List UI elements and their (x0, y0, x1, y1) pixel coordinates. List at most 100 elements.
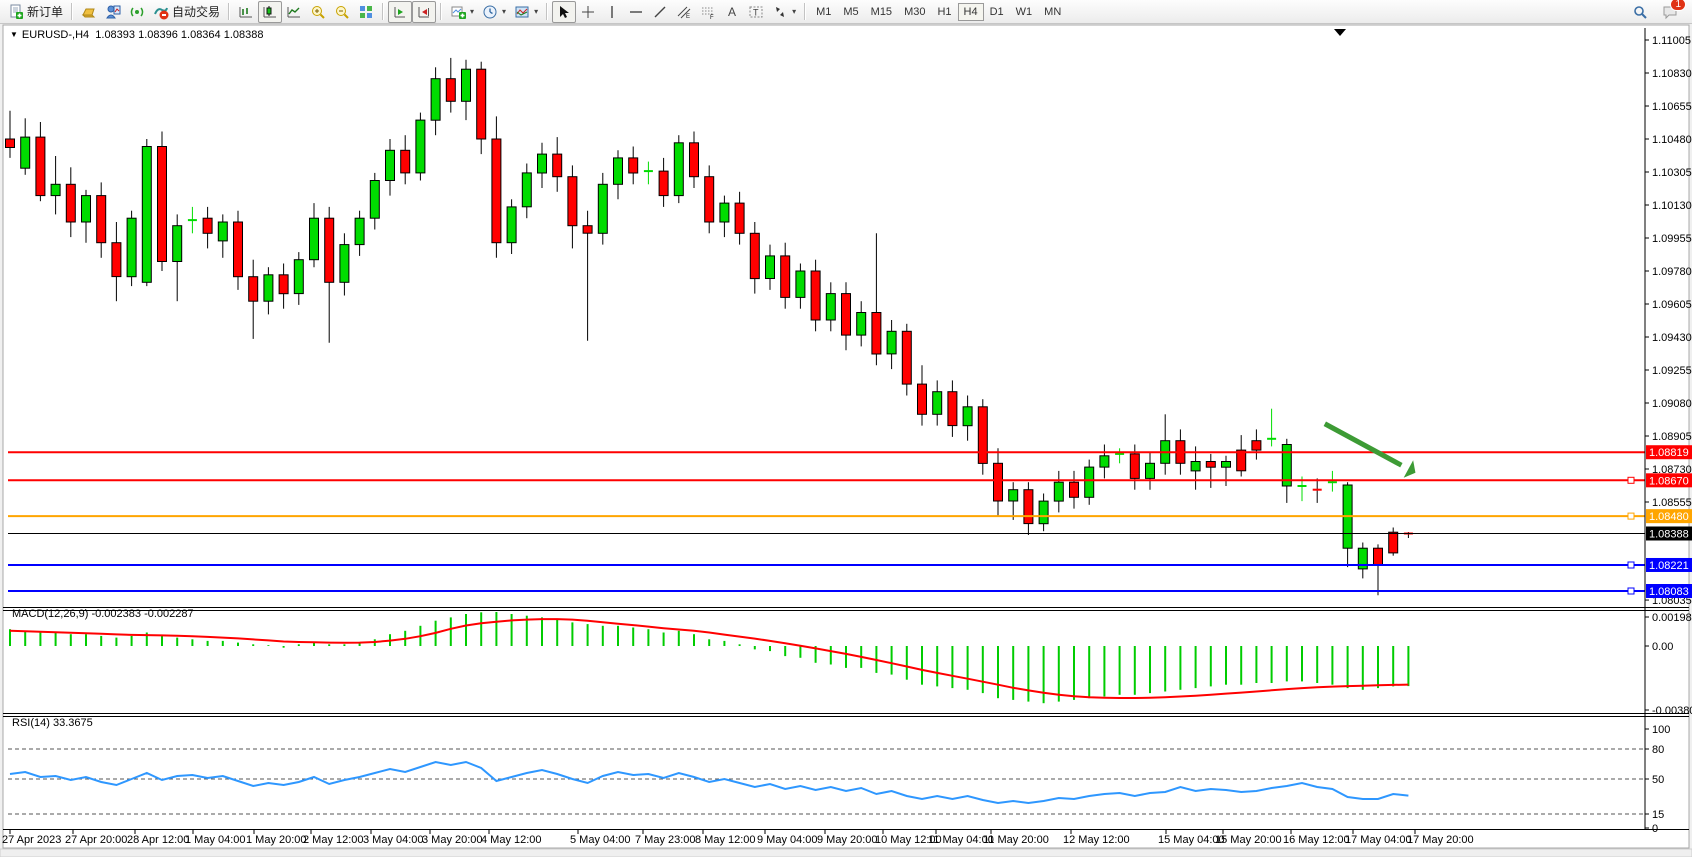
drawn-arrow[interactable] (1323, 421, 1403, 468)
price-tick-label: 1.08555 (1652, 497, 1692, 509)
zoom-out-button[interactable] (330, 1, 354, 23)
bar-chart-icon (238, 4, 254, 20)
horizontal-line-button[interactable] (624, 1, 648, 23)
price-tick-label: 1.09430 (1652, 332, 1692, 344)
line-chart-button[interactable] (282, 1, 306, 23)
zoom-in-icon (310, 4, 326, 20)
auto-scroll-icon (392, 4, 408, 20)
navigator-icon (105, 4, 121, 20)
text-icon: A (724, 4, 740, 20)
templates-button[interactable]: ▾ (510, 1, 542, 23)
crosshair-button[interactable] (576, 1, 600, 23)
trendline-button[interactable] (648, 1, 672, 23)
timeframe-h4-button[interactable]: H4 (957, 2, 984, 21)
toolbar-separator (804, 3, 807, 20)
zoom-in-button[interactable] (306, 1, 330, 23)
svg-text:T: T (753, 7, 759, 17)
notifications-button[interactable]: 1 (1658, 0, 1686, 23)
macd-histogram (9, 612, 1410, 704)
signals-icon (129, 4, 145, 20)
autotrading-button[interactable]: 自动交易 (149, 1, 224, 23)
price-badge-label: 1.08819 (1649, 447, 1689, 459)
trendline-icon (652, 4, 668, 20)
gold-bar-icon (81, 4, 97, 20)
timeframe-w1-button[interactable]: W1 (1015, 5, 1033, 18)
hline-handle-1.08480[interactable] (1627, 512, 1635, 520)
symbol-ohlc-text: EURUSD-,H4 1.08393 1.08396 1.08364 1.083… (21, 29, 264, 41)
arrows-button[interactable]: ▾ (768, 1, 800, 23)
zoom-out-icon (334, 4, 350, 20)
new-order-button[interactable]: 新订单 (4, 1, 67, 23)
tile-windows-icon (358, 4, 374, 20)
price-tick-label: 1.09780 (1652, 266, 1692, 278)
clock-icon (482, 4, 498, 20)
indicators-button[interactable]: ▾ (446, 1, 478, 23)
rsi-tick-label: 100 (1652, 724, 1670, 736)
price-badge-1.08388 (1646, 526, 1692, 541)
hline-handle-1.08670[interactable] (1627, 476, 1635, 484)
hline-handle-1.08083[interactable] (1627, 587, 1635, 595)
timeframe-m5-button[interactable]: M5 (843, 5, 859, 18)
date-tick-label: 16 May 12:00 (1283, 834, 1350, 846)
fibonacci-button[interactable]: F (696, 1, 720, 23)
market-watch-button[interactable] (77, 1, 101, 23)
signals-button[interactable] (125, 1, 149, 23)
rsi-tick-label: 0 (1652, 823, 1658, 835)
chart-shift-button[interactable] (412, 0, 437, 23)
toolbar-separator (71, 3, 74, 20)
date-tick-label: 8 May 12:00 (695, 834, 756, 846)
dropdown-arrow-icon: ▾ (502, 7, 507, 16)
timeframe-m30-button[interactable]: M30 (904, 5, 926, 18)
autotrading-icon (153, 4, 169, 20)
date-tick-label: 7 May 23:00 (635, 834, 696, 846)
price-tick-label: 1.08035 (1652, 595, 1692, 607)
price-tick-label: 1.10130 (1652, 200, 1692, 212)
price-badge-label: 1.08083 (1649, 586, 1689, 598)
drawn-arrow-head[interactable] (1403, 460, 1416, 478)
text-button[interactable]: A (720, 1, 744, 23)
toolbar-separator (546, 3, 549, 20)
hline-handle-1.08221[interactable] (1627, 561, 1635, 569)
chart-shift-marker[interactable] (1334, 29, 1346, 36)
indicators-add-icon (450, 4, 467, 20)
timeframe-m1-button[interactable]: M1 (816, 5, 832, 18)
cursor-button[interactable] (552, 0, 577, 23)
crosshair-icon (580, 4, 596, 20)
price-tick-label: 1.09955 (1652, 233, 1692, 245)
candlestick-chart-icon (262, 4, 278, 20)
timeframe-h1-button[interactable]: H1 (937, 5, 952, 18)
symbol-dropdown-icon[interactable]: ▼ (10, 30, 18, 39)
chart-background (2, 24, 1690, 849)
price-tick-label: 1.11005 (1652, 35, 1691, 47)
vertical-line-button[interactable] (600, 1, 624, 23)
timeframe-d1-button[interactable]: D1 (989, 5, 1004, 18)
date-tick-label: 11 May 04:00 (928, 834, 994, 846)
new-order-label: 新订单 (27, 5, 64, 19)
equidistant-channel-button[interactable]: E (672, 1, 696, 23)
search-button[interactable] (1628, 1, 1652, 23)
auto-scroll-button[interactable] (388, 0, 413, 23)
price-badge-label: 1.08221 (1649, 560, 1689, 572)
price-badge-1.08083 (1646, 584, 1692, 599)
timeframe-mn-button[interactable]: MN (1044, 5, 1062, 18)
date-tick-label: 27 Apr 20:00 (65, 834, 127, 846)
periods-button[interactable]: ▾ (478, 1, 510, 23)
bar-chart-button[interactable] (234, 1, 258, 23)
price-tick-label: 1.09080 (1652, 398, 1692, 410)
search-icon (1632, 4, 1648, 20)
date-tick-label: 17 May 20:00 (1407, 834, 1474, 846)
price-badge-1.08480 (1646, 509, 1692, 524)
text-label-button[interactable]: T (744, 1, 768, 23)
tile-windows-button[interactable] (354, 1, 378, 23)
date-tick-label: 3 May 20:00 (422, 834, 483, 846)
navigator-button[interactable] (101, 1, 125, 23)
price-badge-1.08221 (1646, 557, 1692, 572)
timeframe-m15-button[interactable]: M15 (870, 5, 893, 18)
cursor-icon (556, 4, 572, 20)
rsi-line (9, 760, 1409, 805)
toolbar-separator (228, 3, 231, 20)
dropdown-arrow-icon: ▾ (534, 7, 539, 16)
price-badge-1.08819 (1646, 445, 1692, 460)
candlestick-chart-button[interactable] (258, 0, 283, 23)
